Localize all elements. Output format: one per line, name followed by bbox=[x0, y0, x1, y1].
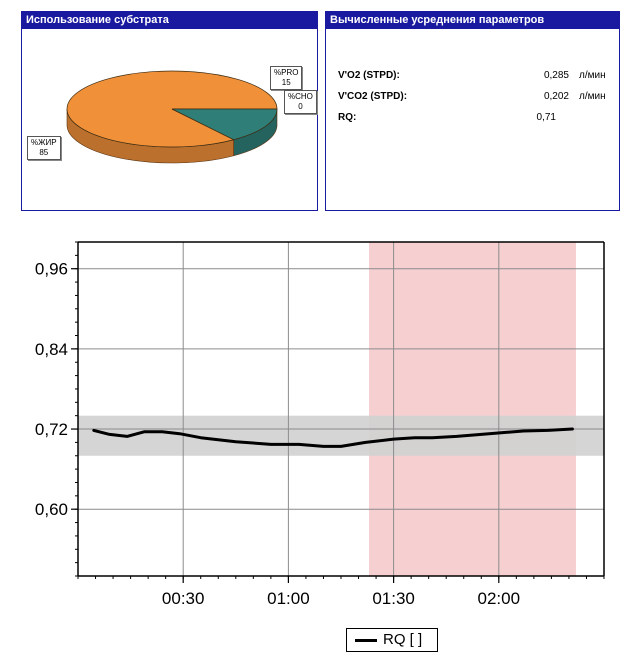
pie-label-pro: %PRO 15 bbox=[270, 66, 303, 90]
pie-label-cho: %CHO 0 bbox=[284, 90, 317, 114]
param-value: 0,285 bbox=[543, 70, 569, 81]
param-row-rq: RQ: 0,71 bbox=[338, 112, 613, 133]
highlight-region bbox=[369, 242, 576, 576]
legend-line-swatch bbox=[355, 639, 377, 642]
param-name: V'O2 (STPD): bbox=[338, 70, 400, 81]
x-tick-label: 02:00 bbox=[478, 589, 521, 608]
params-table: V'O2 (STPD): 0,285 л/мин V'CO2 (STPD): 0… bbox=[338, 70, 613, 133]
legend-label: RQ [ ] bbox=[383, 631, 423, 648]
substrate-panel: Использование субстрата %ЖИР 85 %PRO 15 … bbox=[21, 11, 318, 211]
params-panel-title: Вычисленные усреднения параметров bbox=[326, 12, 619, 29]
params-panel: Вычисленные усреднения параметров V'O2 (… bbox=[325, 11, 620, 211]
rq-series-line bbox=[92, 427, 574, 448]
reference-band bbox=[78, 415, 604, 456]
x-tick-label: 00:30 bbox=[162, 589, 205, 608]
param-row-vo2: V'O2 (STPD): 0,285 л/мин bbox=[338, 70, 613, 91]
param-unit: л/мин bbox=[579, 70, 606, 81]
param-name: V'CO2 (STPD): bbox=[338, 91, 408, 102]
y-tick-label: 0,84 bbox=[35, 340, 68, 359]
pie-label-fat: %ЖИР 85 bbox=[27, 136, 61, 160]
x-tick-label: 01:30 bbox=[372, 589, 415, 608]
param-unit: л/мин bbox=[579, 91, 606, 102]
rq-line-chart: 0,96 0,84 0,72 0,60 00:30 01:00 01:30 02:00 bbox=[35, 241, 605, 608]
pie-slice-%PRO bbox=[171, 108, 278, 141]
param-name: RQ: bbox=[338, 112, 357, 123]
substrate-pie-chart bbox=[66, 70, 278, 164]
param-row-vco2: V'CO2 (STPD): 0,202 л/мин bbox=[338, 91, 613, 112]
x-tick-label: 01:00 bbox=[267, 589, 310, 608]
y-tick-label: 0,96 bbox=[35, 260, 68, 279]
chart-legend[interactable]: RQ [ ] bbox=[346, 628, 438, 652]
substrate-panel-title: Использование субстрата bbox=[22, 12, 317, 29]
param-value: 0,71 bbox=[536, 112, 556, 123]
y-tick-label: 0,60 bbox=[35, 500, 68, 519]
param-value: 0,202 bbox=[543, 91, 569, 102]
y-tick-label: 0,72 bbox=[35, 420, 68, 439]
